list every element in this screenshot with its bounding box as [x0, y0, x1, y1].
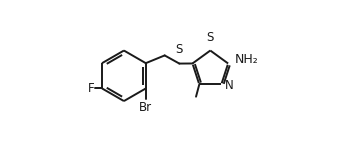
Text: NH₂: NH₂ [234, 53, 258, 66]
Text: N: N [225, 79, 234, 92]
Text: F: F [88, 82, 94, 95]
Text: S: S [175, 43, 182, 56]
Text: S: S [207, 31, 214, 44]
Text: Br: Br [139, 101, 152, 114]
